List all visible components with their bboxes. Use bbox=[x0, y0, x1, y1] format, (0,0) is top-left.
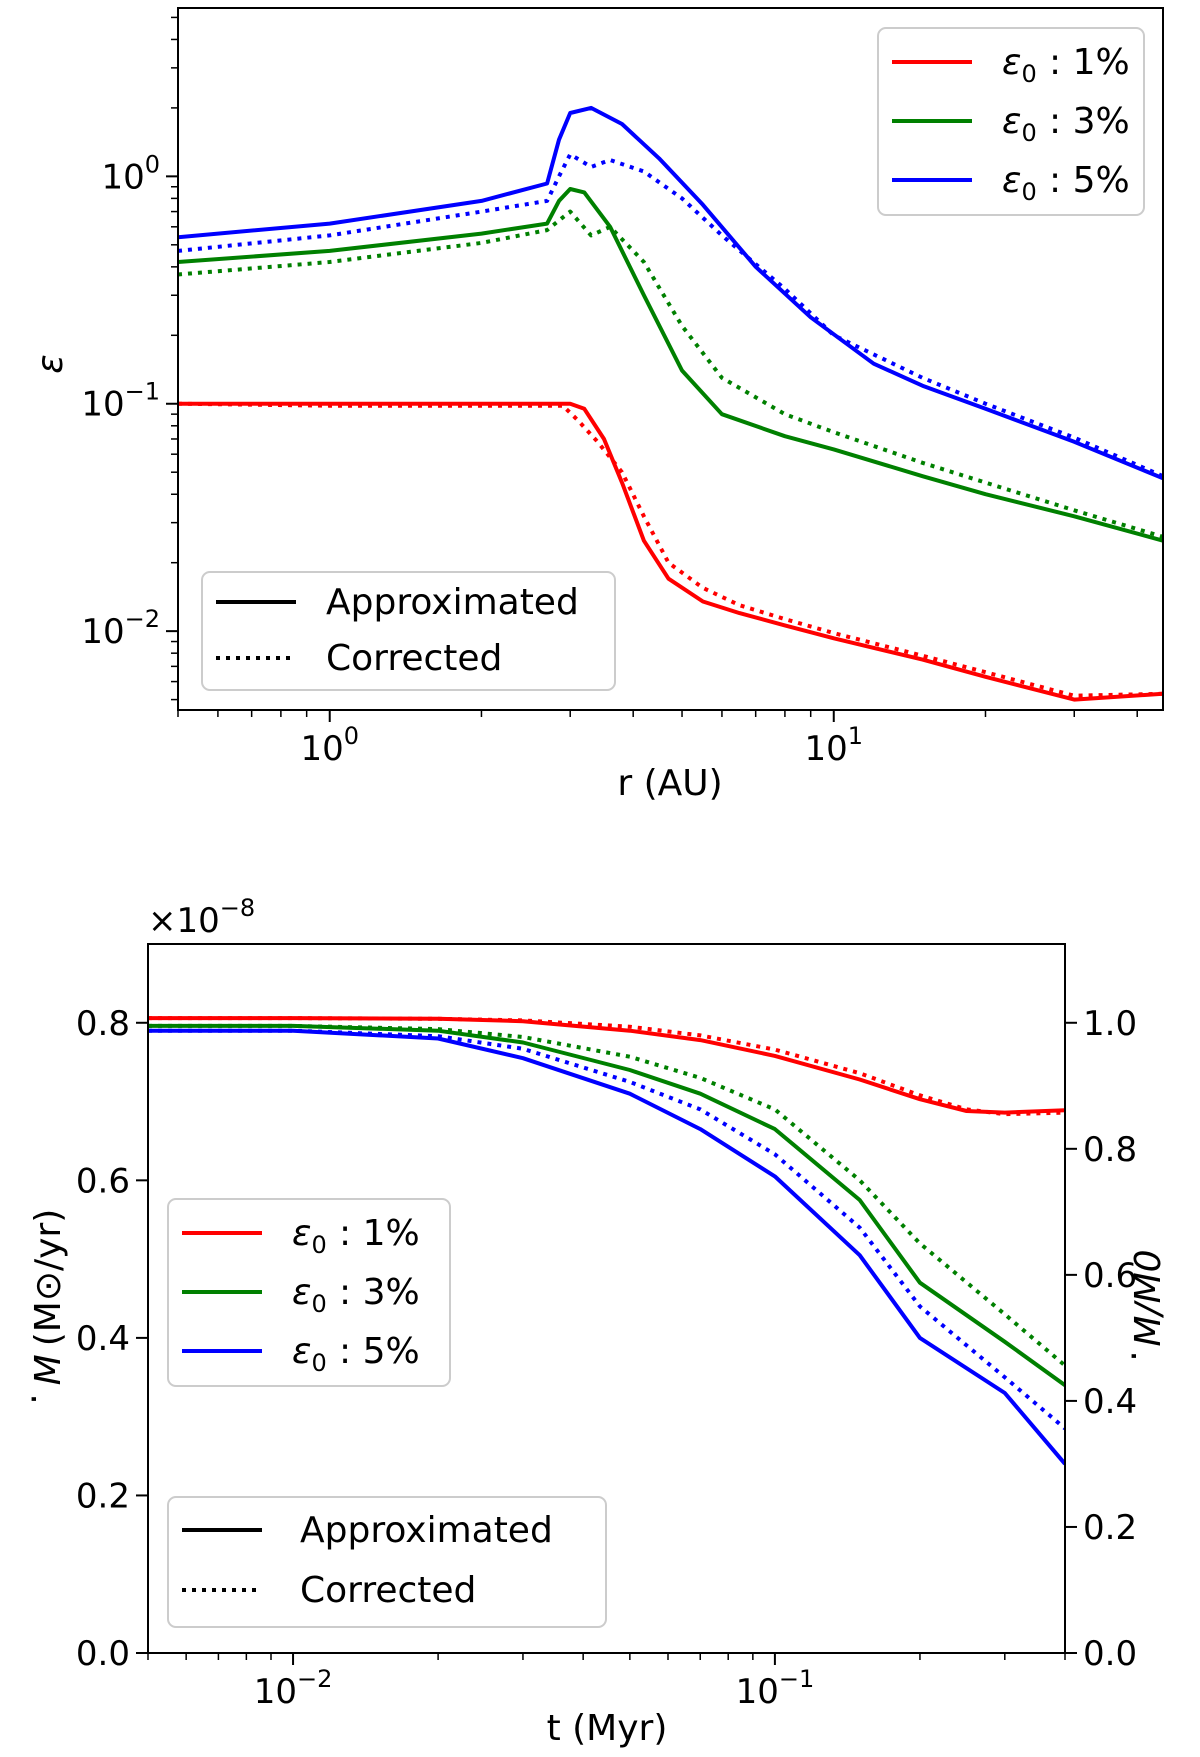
panel-top-ticks: 100 101 10−2 10−1 100 bbox=[81, 16, 1138, 769]
series-line bbox=[148, 1016, 1065, 1117]
series-line bbox=[178, 187, 1163, 543]
legend-label: : 5% bbox=[1049, 160, 1130, 201]
series-line bbox=[178, 209, 1163, 539]
panel-bottom-xlabel: t (Myr) bbox=[547, 1708, 668, 1749]
right-y-tick-label: 0.2 bbox=[1083, 1508, 1137, 1548]
right-ylabel-text: M/M0 bbox=[1128, 1249, 1169, 1346]
ylabel-text: M(M⊙/yr) bbox=[28, 1209, 69, 1386]
panel-top: 100 101 10−2 10−1 100 r (AU) ε ε0 : 1% ε0 : … bbox=[30, 7, 1164, 804]
x-tick-label: 10−2 bbox=[254, 1665, 333, 1712]
panel-bottom-ticks: 10−2 10−1 0.0 0.2 0.4 0.6 0.8 0.0 0.2 0.4 0.6 0.8 1.… bbox=[76, 1004, 1137, 1712]
panel-top-series-legend: ε0 : 1% ε0 : 3% ε0 : 5% bbox=[877, 27, 1145, 216]
right-y-tick-label: 0.0 bbox=[1083, 1634, 1137, 1674]
series-group bbox=[178, 105, 1163, 702]
legend-frame bbox=[167, 1198, 451, 1387]
panel-bottom-frame bbox=[147, 943, 1066, 1654]
legend-entry: Corrected bbox=[216, 638, 502, 679]
series-line bbox=[178, 105, 1163, 481]
y-tick-label: 10−1 bbox=[81, 378, 160, 425]
legend-symbol: ε0 bbox=[292, 1213, 327, 1259]
y-tick-label: 0.8 bbox=[76, 1004, 130, 1044]
series-line bbox=[178, 401, 1163, 698]
panel-bottom-series-legend: ε0 : 1% ε0 : 3% ε0 : 5% bbox=[167, 1198, 451, 1387]
legend-frame bbox=[167, 1496, 607, 1628]
legend-label: Corrected bbox=[300, 1570, 476, 1611]
legend-label: : 1% bbox=[339, 1213, 420, 1254]
legend-label: : 1% bbox=[1049, 42, 1130, 83]
x-tick-label: 100 bbox=[300, 722, 359, 769]
legend-frame bbox=[877, 27, 1145, 216]
panel-bottom-ylabel: . M(M⊙/yr) bbox=[4, 1209, 69, 1405]
panel-top-xlabel: r (AU) bbox=[617, 763, 722, 804]
x-tick-label: 10−1 bbox=[736, 1665, 815, 1712]
legend-entry: ε0 : 1% bbox=[182, 1213, 420, 1259]
series-line bbox=[148, 1016, 1065, 1115]
panel-bottom-style-legend: Approximated Corrected bbox=[167, 1496, 607, 1628]
ylabel-dot: . bbox=[4, 1393, 45, 1404]
x-tick-label: 101 bbox=[804, 722, 863, 769]
y-tick-label: 100 bbox=[101, 150, 160, 197]
legend-label: : 5% bbox=[339, 1331, 420, 1372]
legend-label: : 3% bbox=[339, 1272, 420, 1313]
panel-bottom-offset-text: ×10−8 bbox=[148, 894, 255, 941]
legend-label: : 3% bbox=[1049, 101, 1130, 142]
legend-symbol: ε0 bbox=[1002, 160, 1037, 206]
legend-entry: Approximated bbox=[216, 582, 579, 623]
y-tick-label: 0.2 bbox=[76, 1476, 130, 1516]
panel-top-frame bbox=[177, 7, 1164, 711]
legend-symbol: ε0 bbox=[292, 1331, 327, 1377]
legend-entry: ε0 : 5% bbox=[892, 160, 1130, 206]
panel-top-series bbox=[178, 105, 1163, 702]
y-tick-label: 0.6 bbox=[76, 1161, 130, 1201]
legend-symbol: ε0 bbox=[1002, 101, 1037, 147]
right-y-tick-label: 0.4 bbox=[1083, 1382, 1137, 1422]
legend-label: Approximated bbox=[300, 1510, 553, 1551]
panel-top-style-legend: Approximated Corrected bbox=[201, 571, 616, 691]
y-tick-label: 0.0 bbox=[76, 1634, 130, 1674]
legend-entry: ε0 : 1% bbox=[892, 42, 1130, 88]
legend-entry: Corrected bbox=[182, 1570, 476, 1611]
panel-bottom-series bbox=[148, 1016, 1065, 1466]
series-group bbox=[148, 1016, 1065, 1466]
panel-bottom-right-ylabel: . M/M0 bbox=[1104, 1249, 1169, 1361]
legend-label: Approximated bbox=[326, 582, 579, 623]
legend-entry: Approximated bbox=[182, 1510, 553, 1551]
legend-entry: ε0 : 3% bbox=[892, 101, 1130, 147]
legend-entry: ε0 : 3% bbox=[182, 1272, 420, 1318]
legend-symbol: ε0 bbox=[1002, 42, 1037, 88]
legend-label: Corrected bbox=[326, 638, 502, 679]
y-tick-label: 0.4 bbox=[76, 1319, 130, 1359]
legend-frame bbox=[201, 571, 616, 691]
panel-bottom: 10−2 10−1 0.0 0.2 0.4 0.6 0.8 0.0 0.2 0.4 0.6 0.8 1.… bbox=[4, 894, 1169, 1749]
legend-entry: ε0 : 5% bbox=[182, 1331, 420, 1377]
right-y-tick-label: 1.0 bbox=[1083, 1004, 1137, 1044]
legend-symbol: ε0 bbox=[292, 1272, 327, 1318]
panel-top-ylabel: ε bbox=[30, 354, 71, 373]
right-y-tick-label: 0.6 bbox=[1083, 1256, 1137, 1296]
series-line bbox=[148, 1023, 1065, 1368]
series-line bbox=[178, 152, 1163, 479]
right-ylabel-dot: . bbox=[1104, 1350, 1145, 1361]
right-y-tick-label: 0.8 bbox=[1083, 1130, 1137, 1170]
y-tick-label: 10−2 bbox=[81, 605, 160, 652]
series-line bbox=[148, 1028, 1065, 1431]
